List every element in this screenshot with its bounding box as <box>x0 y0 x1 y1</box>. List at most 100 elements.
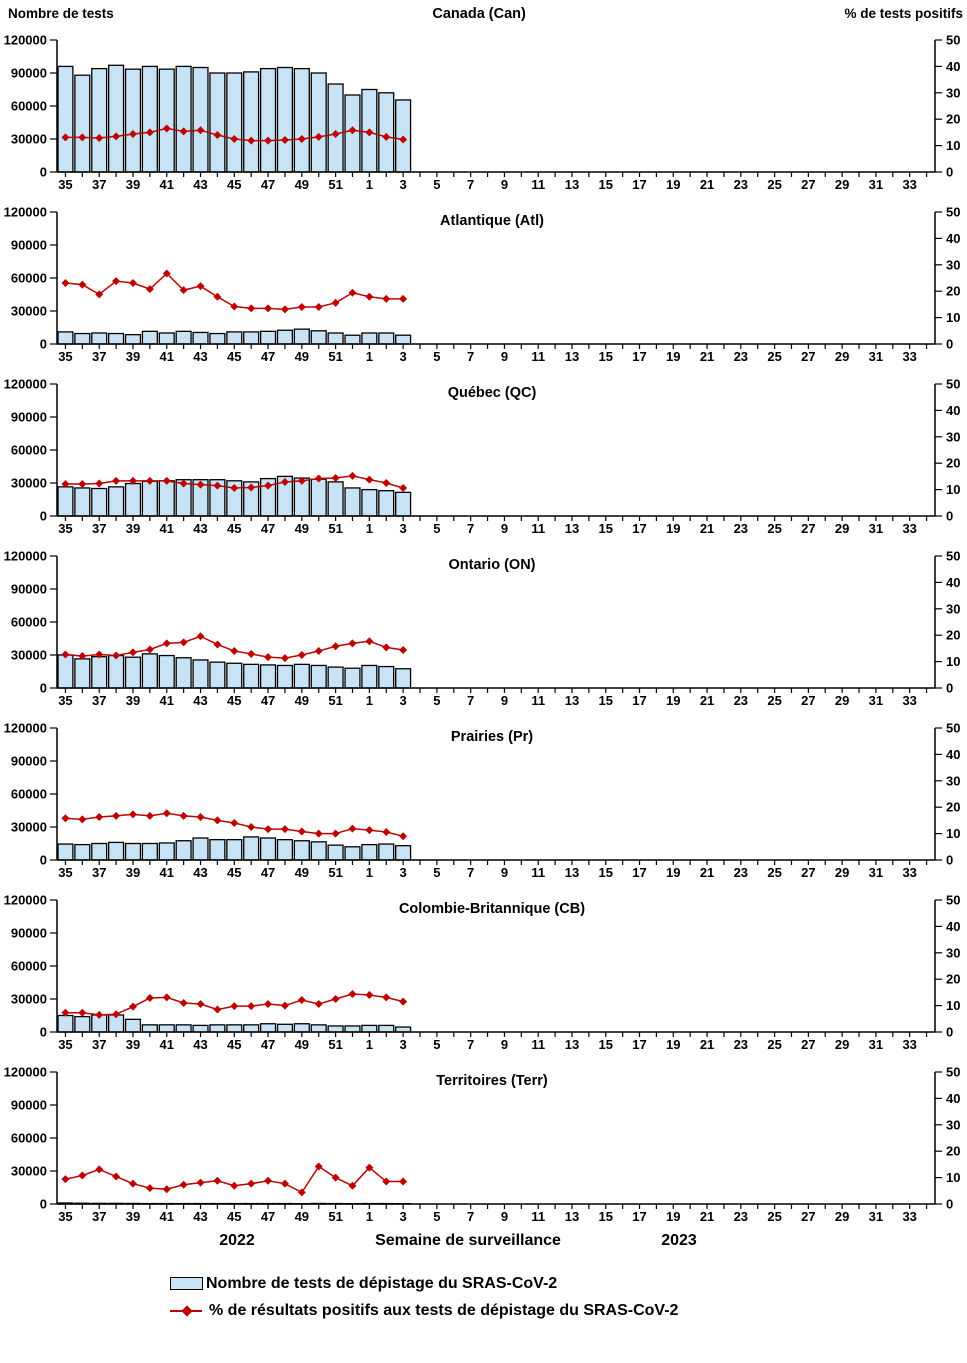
bar-week-47 <box>259 330 277 345</box>
left-tick-label: 0 <box>40 337 47 352</box>
point-week-39 <box>128 648 137 657</box>
bar-week-40 <box>141 653 158 689</box>
left-tick-label: 60000 <box>11 443 47 458</box>
right-tick-label: 30 <box>946 945 960 960</box>
point-week-51 <box>331 995 340 1003</box>
point-week-35 <box>61 650 70 659</box>
point-week-3 <box>399 832 408 841</box>
bar-week-2 <box>378 92 395 173</box>
left-tick-label: 90000 <box>11 926 47 941</box>
right-axis: 0 10 20 30 40 50 <box>934 549 960 696</box>
point-week-1 <box>365 292 374 301</box>
point-week-51 <box>331 829 340 838</box>
left-tick-label: 0 <box>40 681 47 696</box>
point-week-42 <box>179 998 188 1007</box>
x-tick-label: 9 <box>501 349 508 364</box>
point-week-43 <box>196 480 205 489</box>
x-tick-label: 45 <box>227 865 241 880</box>
panel-atlantique-chart: Atlantique (Atl) 0 30000 60000 90000 120000 0 1… <box>4 205 961 365</box>
left-tick-label: 0 <box>40 509 47 524</box>
point-week-51 <box>331 129 340 138</box>
x-tick-label: 31 <box>869 865 883 880</box>
point-week-40 <box>145 811 154 820</box>
right-tick-label: 40 <box>946 231 960 246</box>
legend-item-positivity: % de résultats positifs aux tests de dép… <box>170 1297 967 1324</box>
bar-week-50 <box>310 478 327 517</box>
x-tick-label: 43 <box>193 865 207 880</box>
right-tick-label: 0 <box>946 1197 953 1212</box>
x-tick-label: 3 <box>400 865 407 880</box>
point-week-48 <box>280 1179 289 1188</box>
point-week-35 <box>61 1008 70 1017</box>
x-tick-label: 25 <box>767 865 781 880</box>
bar-week-37 <box>91 842 108 861</box>
left-tick-label: 60000 <box>11 271 47 286</box>
bar-week-3 <box>395 845 412 861</box>
bar-week-49 <box>293 1023 310 1033</box>
point-week-35 <box>61 133 70 142</box>
bar-week-3 <box>395 491 412 517</box>
bar-week-2 <box>378 665 395 689</box>
bar-week-35 <box>57 65 74 173</box>
x-tick-label: 47 <box>261 349 275 364</box>
bar-week-52 <box>344 667 361 689</box>
left-tick-label: 120000 <box>4 33 47 48</box>
x-tick-label: 7 <box>467 1209 474 1224</box>
x-tick-label: 19 <box>666 693 680 708</box>
point-week-38 <box>112 651 121 660</box>
bar-week-42 <box>175 840 192 861</box>
point-week-49 <box>297 827 306 836</box>
point-week-50 <box>314 303 323 312</box>
left-tick-label: 60000 <box>11 99 47 114</box>
point-week-47 <box>264 653 273 662</box>
right-tick-label: 30 <box>946 429 960 444</box>
bar-week-43 <box>192 837 209 861</box>
x-tick-label: 27 <box>801 521 815 536</box>
right-tick-label: 20 <box>946 284 960 299</box>
bar-week-41 <box>158 332 175 345</box>
x-tick-label: 17 <box>632 349 646 364</box>
bar-week-40 <box>141 1024 158 1033</box>
left-axis: 0 30000 60000 90000 120000 <box>4 721 58 868</box>
point-week-37 <box>95 290 104 299</box>
x-tick-label: 31 <box>869 1209 883 1224</box>
bar-week-48 <box>276 839 294 861</box>
left-tick-label: 60000 <box>11 1131 47 1146</box>
point-week-2 <box>382 294 391 303</box>
left-axis: 0 30000 60000 90000 120000 <box>4 549 58 696</box>
left-tick-label: 120000 <box>4 893 47 908</box>
x-axis: 35 37 39 41 43 45 47 49 51 1 3 5 7 9 11 13 15 17 19 21 23 25 2… <box>57 1031 935 1052</box>
right-tick-label: 0 <box>946 509 953 524</box>
bar-week-50 <box>310 664 327 689</box>
point-week-50 <box>314 1162 323 1171</box>
point-week-48 <box>280 654 289 663</box>
bar-week-37 <box>91 67 108 173</box>
bars-group <box>57 836 412 861</box>
x-tick-label: 7 <box>467 521 474 536</box>
bar-week-52 <box>344 487 361 517</box>
bar-week-2 <box>378 332 395 345</box>
bar-week-1 <box>361 488 378 517</box>
right-tick-label: 30 <box>946 257 960 272</box>
bar-week-49 <box>293 840 310 861</box>
x-tick-label: 41 <box>160 1037 174 1052</box>
left-tick-label: 90000 <box>11 582 47 597</box>
bar-week-43 <box>192 1024 209 1033</box>
x-tick-label: 27 <box>801 1037 815 1052</box>
bar-week-43 <box>192 66 209 173</box>
bar-week-2 <box>378 490 395 517</box>
left-tick-label: 30000 <box>11 132 47 147</box>
x-tick-label: 25 <box>767 1037 781 1052</box>
right-tick-label: 20 <box>946 456 960 471</box>
x-tick-label: 35 <box>58 1037 72 1052</box>
point-week-47 <box>264 1176 273 1185</box>
left-axis: 0 30000 60000 90000 120000 <box>4 893 58 1040</box>
x-tick-label: 3 <box>400 349 407 364</box>
point-week-45 <box>230 1002 239 1011</box>
x-tick-label: 13 <box>565 1037 579 1052</box>
left-tick-label: 90000 <box>11 238 47 253</box>
x-tick-label: 11 <box>531 349 545 364</box>
x-tick-label: 5 <box>433 349 440 364</box>
point-week-36 <box>78 280 87 289</box>
